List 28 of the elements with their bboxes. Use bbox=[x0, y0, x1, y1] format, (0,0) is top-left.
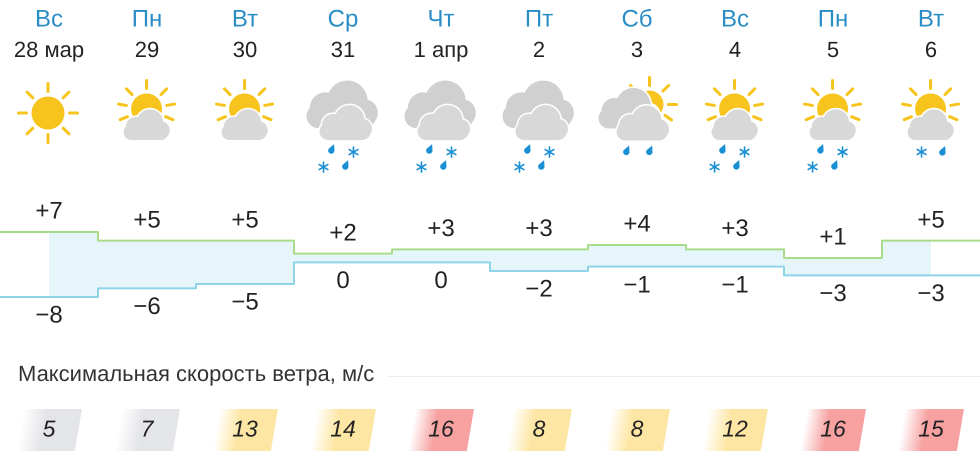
data-label: 13 bbox=[232, 415, 258, 442]
x-tick-label: Чт 1 апр bbox=[414, 6, 468, 62]
data-label: +5 bbox=[231, 206, 259, 234]
x-tick-label: Сб 3 bbox=[621, 6, 653, 62]
x-tick-label: Пн 29 bbox=[132, 6, 162, 62]
data-label: 16 bbox=[820, 415, 846, 442]
data-label: 8 bbox=[630, 415, 644, 442]
x-tick-label: Вс 4 bbox=[720, 6, 750, 62]
data-label: 7 bbox=[140, 415, 155, 442]
x-tick-label: Ср 31 bbox=[328, 6, 358, 62]
data-label: +4 bbox=[623, 210, 651, 238]
data-label: 15 bbox=[918, 415, 944, 442]
data-label: 12 bbox=[722, 415, 748, 442]
data-label: 8 bbox=[532, 415, 546, 442]
data-label: +7 bbox=[35, 198, 63, 225]
x-tick-label: Вт 30 bbox=[232, 6, 258, 62]
x-tick-label: Пн 5 bbox=[818, 6, 848, 62]
data-label: 5 bbox=[42, 415, 56, 442]
data-label: 14 bbox=[330, 415, 356, 442]
x-tick-label: Пт 2 bbox=[524, 6, 554, 62]
data-label: +5 bbox=[133, 206, 161, 234]
data-label: 16 bbox=[428, 415, 454, 442]
data-label: −6 bbox=[133, 292, 161, 320]
data-label: +5 bbox=[917, 206, 945, 234]
chart-title: Максимальная скорость ветра, м/с bbox=[18, 361, 374, 386]
x-tick-label: Вт 6 bbox=[918, 6, 944, 62]
data-label: −8 bbox=[35, 302, 63, 329]
x-tick-label: Вс 28 мар bbox=[14, 6, 84, 62]
